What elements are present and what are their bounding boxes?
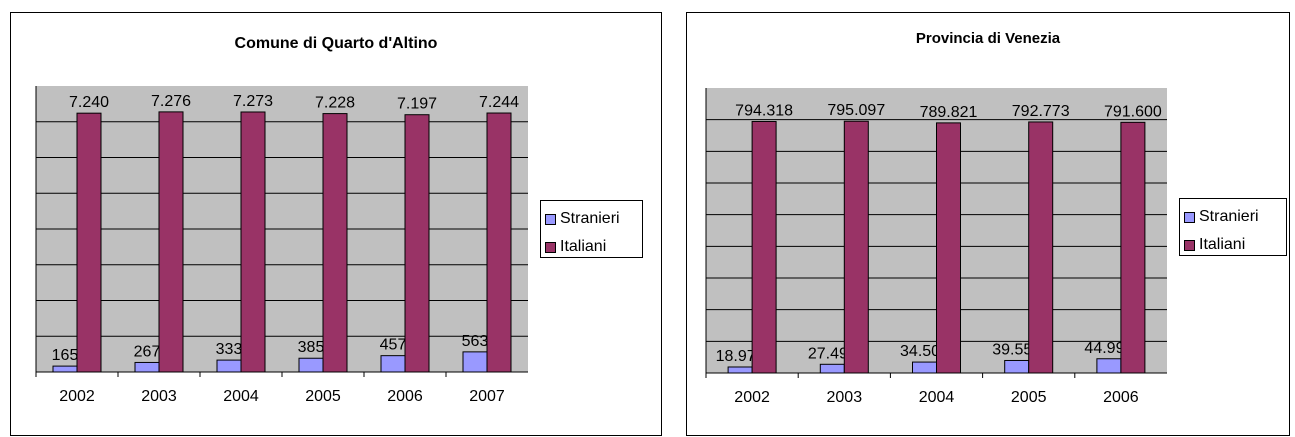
legend-swatch-stranieri	[545, 213, 556, 225]
bar-stranieri-2003	[819, 363, 845, 374]
data-label: 267	[134, 343, 161, 360]
legend: Stranieri Italiani	[540, 200, 643, 258]
chart-panel-quarto: Comune di Quarto d'Altino 165 7.240 2002 26…	[10, 12, 662, 436]
bar-italiani-2007	[486, 112, 512, 373]
data-label: 7.240	[69, 94, 109, 111]
x-tick-label: 2002	[734, 389, 770, 406]
bar-italiani-2002	[76, 112, 102, 373]
x-tick-label: 2006	[1103, 389, 1139, 406]
data-label: 165	[52, 347, 79, 364]
bar-stranieri-2002	[52, 365, 78, 373]
x-tick-label: 2003	[141, 388, 177, 405]
legend-item-italiani: Italiani	[545, 233, 636, 261]
x-tick-label: 2007	[469, 388, 505, 405]
bar-stranieri-2004	[216, 359, 242, 373]
legend-swatch-stranieri	[1184, 211, 1195, 223]
legend-swatch-italiani	[1184, 239, 1195, 251]
bar-stranieri-2006	[380, 355, 406, 373]
legend-item-stranieri: Stranieri	[1184, 203, 1280, 231]
bar-stranieri-2006	[1096, 358, 1122, 374]
bar-stranieri-2005	[1004, 359, 1030, 374]
legend-label: Italiani	[1199, 236, 1246, 253]
bar-stranieri-2003	[134, 361, 160, 373]
x-tick-label: 2004	[919, 389, 955, 406]
data-label: 7.273	[233, 93, 273, 110]
data-label: 7.244	[479, 94, 519, 111]
data-label: 333	[216, 341, 243, 358]
x-tick-label: 2005	[305, 388, 341, 405]
legend-item-stranieri: Stranieri	[545, 205, 636, 233]
chart-title: Provincia di Venezia	[915, 30, 1061, 47]
data-label: 7.197	[397, 96, 437, 113]
data-label: 792.773	[1012, 103, 1070, 120]
bar-italiani-2005	[1028, 121, 1054, 374]
bar-italiani-2004	[936, 122, 961, 374]
bar-italiani-2006	[1120, 121, 1146, 374]
bar-stranieri-2005	[298, 357, 324, 373]
bar-italiani-2003	[158, 111, 184, 373]
x-tick-label: 2006	[387, 388, 423, 405]
data-label: 7.276	[151, 93, 191, 110]
x-tick-label: 2004	[223, 388, 259, 405]
data-label: 791.600	[1104, 103, 1162, 120]
chart-panel-venezia: Provincia di Venezia 18.976 794.318 2002 27…	[686, 12, 1290, 436]
data-label: 794.318	[735, 102, 793, 119]
bar-italiani-2005	[322, 113, 348, 373]
x-tick-label: 2005	[1011, 389, 1047, 406]
x-tick-label: 2003	[827, 389, 863, 406]
data-label: 457	[380, 337, 407, 354]
bar-stranieri-2004	[912, 361, 937, 374]
legend: Stranieri Italiani	[1179, 198, 1287, 256]
legend-label: Stranieri	[1199, 208, 1259, 225]
chart-venezia-svg: 18.976794.318200227.494795.097200334.506…	[705, 88, 1167, 406]
bar-stranieri-2007	[462, 351, 488, 373]
data-label: 789.821	[920, 104, 978, 121]
data-label: 7.228	[315, 95, 355, 112]
x-tick-label: 2002	[59, 388, 95, 405]
bar-stranieri-2002	[727, 366, 753, 374]
legend-swatch-italiani	[545, 241, 556, 253]
legend-label: Italiani	[560, 238, 607, 255]
bar-italiani-2002	[751, 120, 777, 374]
legend-label: Stranieri	[560, 210, 620, 227]
legend-item-italiani: Italiani	[1184, 231, 1280, 259]
chart-quarto-svg: 165 7.240 2002 267 7.276 2003 333 7.273 2004 385 7…	[35, 86, 528, 405]
bar-italiani-2004	[240, 111, 266, 373]
data-label: 563	[462, 333, 489, 350]
data-label: 385	[298, 339, 325, 356]
bar-italiani-2006	[404, 114, 430, 373]
chart-title: Comune di Quarto d'Altino	[234, 35, 438, 52]
bar-italiani-2003	[843, 120, 869, 374]
data-label: 795.097	[827, 102, 885, 119]
